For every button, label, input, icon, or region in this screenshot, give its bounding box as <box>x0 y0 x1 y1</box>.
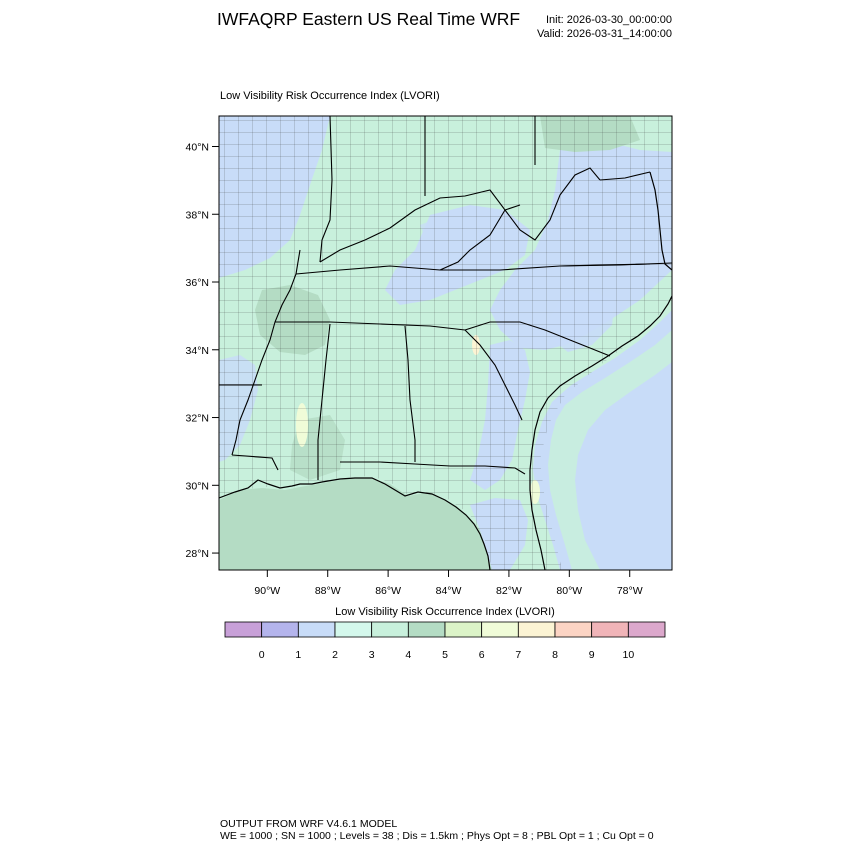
chart-title: IWFAQRP Eastern US Real Time WRF <box>217 9 521 29</box>
coastlines <box>219 171 672 570</box>
atlantic-coastline <box>529 295 672 570</box>
colorbar-swatch <box>261 621 299 638</box>
lat-tick-label: 34°N <box>186 345 209 357</box>
colorbar-label: 0 <box>259 649 265 661</box>
virginia-kentucky-line <box>439 209 506 271</box>
colorbar-swatch <box>297 621 336 638</box>
alabama-georgia-line <box>404 325 416 462</box>
west-virginia-border <box>504 167 601 241</box>
colorbar-swatch <box>591 621 629 638</box>
lat-tick-label: 38°N <box>186 209 209 221</box>
lon-tick-label: 84°W <box>436 585 462 597</box>
lat-tick-label: 30°N <box>186 480 209 492</box>
valid-time: Valid: 2026-03-31_14:00:00 <box>537 28 672 40</box>
atlantic-coastal-band <box>548 330 672 570</box>
chesapeake-coastline <box>649 171 672 271</box>
maryland-line <box>599 171 651 181</box>
map-title: Low Visibility Risk Occurrence Index (LV… <box>220 90 440 102</box>
lat-tick-label: 28°N <box>186 548 209 560</box>
mississippi-alabama-line <box>317 323 331 480</box>
lon-tick-label: 80°W <box>556 585 582 597</box>
florida-north-line <box>340 461 526 475</box>
north-carolina-south-line <box>464 321 611 357</box>
colorbar-label: 3 <box>369 649 375 661</box>
lon-tick-label: 78°W <box>617 585 643 597</box>
tennessee-south-line <box>275 321 466 331</box>
map-frame <box>218 115 673 571</box>
gulf-coastline <box>219 477 491 570</box>
gulf-of-mexico <box>219 478 492 570</box>
colorbar-label: 4 <box>405 649 411 661</box>
lat-tick-label: 32°N <box>186 413 209 425</box>
latitude-axis: 40°N 38°N 36°N 34°N 32°N 30°N 28°N <box>186 141 219 560</box>
colorbar-swatch <box>481 621 519 638</box>
illinois-indiana-line <box>319 116 333 263</box>
colorbar-label: 9 <box>589 649 595 661</box>
county-lines <box>219 116 672 570</box>
colorbar-swatch <box>517 621 556 638</box>
colorbar-swatch <box>371 621 409 638</box>
lat-tick-label: 40°N <box>186 141 209 153</box>
init-time: Init: 2026-03-30_00:00:00 <box>546 14 672 26</box>
colorbar-swatch <box>224 621 263 638</box>
colorbar-label: 7 <box>515 649 521 661</box>
map-field <box>219 116 672 570</box>
colorbar-label: 2 <box>332 649 338 661</box>
colorbar: 0 1 2 3 4 5 6 7 8 9 10 <box>224 621 666 661</box>
colorbar-swatch <box>407 621 446 638</box>
colorbar-swatch <box>334 621 373 638</box>
lat-tick-label: 36°N <box>186 277 209 289</box>
virginia-north-carolina-line <box>559 263 651 267</box>
lon-tick-label: 88°W <box>315 585 341 597</box>
colorbar-label: 1 <box>295 649 301 661</box>
longitude-axis: 90°W 88°W 86°W 84°W 82°W 80°W 78°W <box>254 570 643 597</box>
mississippi-river <box>231 249 301 456</box>
colorbar-label: 5 <box>442 649 448 661</box>
model-config-footer: WE = 1000 ; SN = 1000 ; Levels = 38 ; Di… <box>220 830 654 842</box>
colorbar-title: Low Visibility Risk Occurrence Index (LV… <box>335 606 555 618</box>
lon-tick-label: 90°W <box>254 585 280 597</box>
louisiana-mississippi-line <box>231 454 279 471</box>
colorbar-swatch <box>444 621 483 638</box>
colorbar-label: 8 <box>552 649 558 661</box>
ohio-river <box>319 189 521 263</box>
state-boundaries <box>219 116 672 480</box>
georgia-south-carolina-line <box>464 329 523 421</box>
lon-tick-label: 82°W <box>496 585 522 597</box>
colorbar-swatch <box>554 621 593 638</box>
lon-tick-label: 86°W <box>375 585 401 597</box>
colorbar-label: 10 <box>622 649 634 661</box>
colorbar-swatch <box>627 621 666 638</box>
model-footer: OUTPUT FROM WRF V4.6.1 MODEL <box>220 818 398 830</box>
colorbar-label: 6 <box>479 649 485 661</box>
